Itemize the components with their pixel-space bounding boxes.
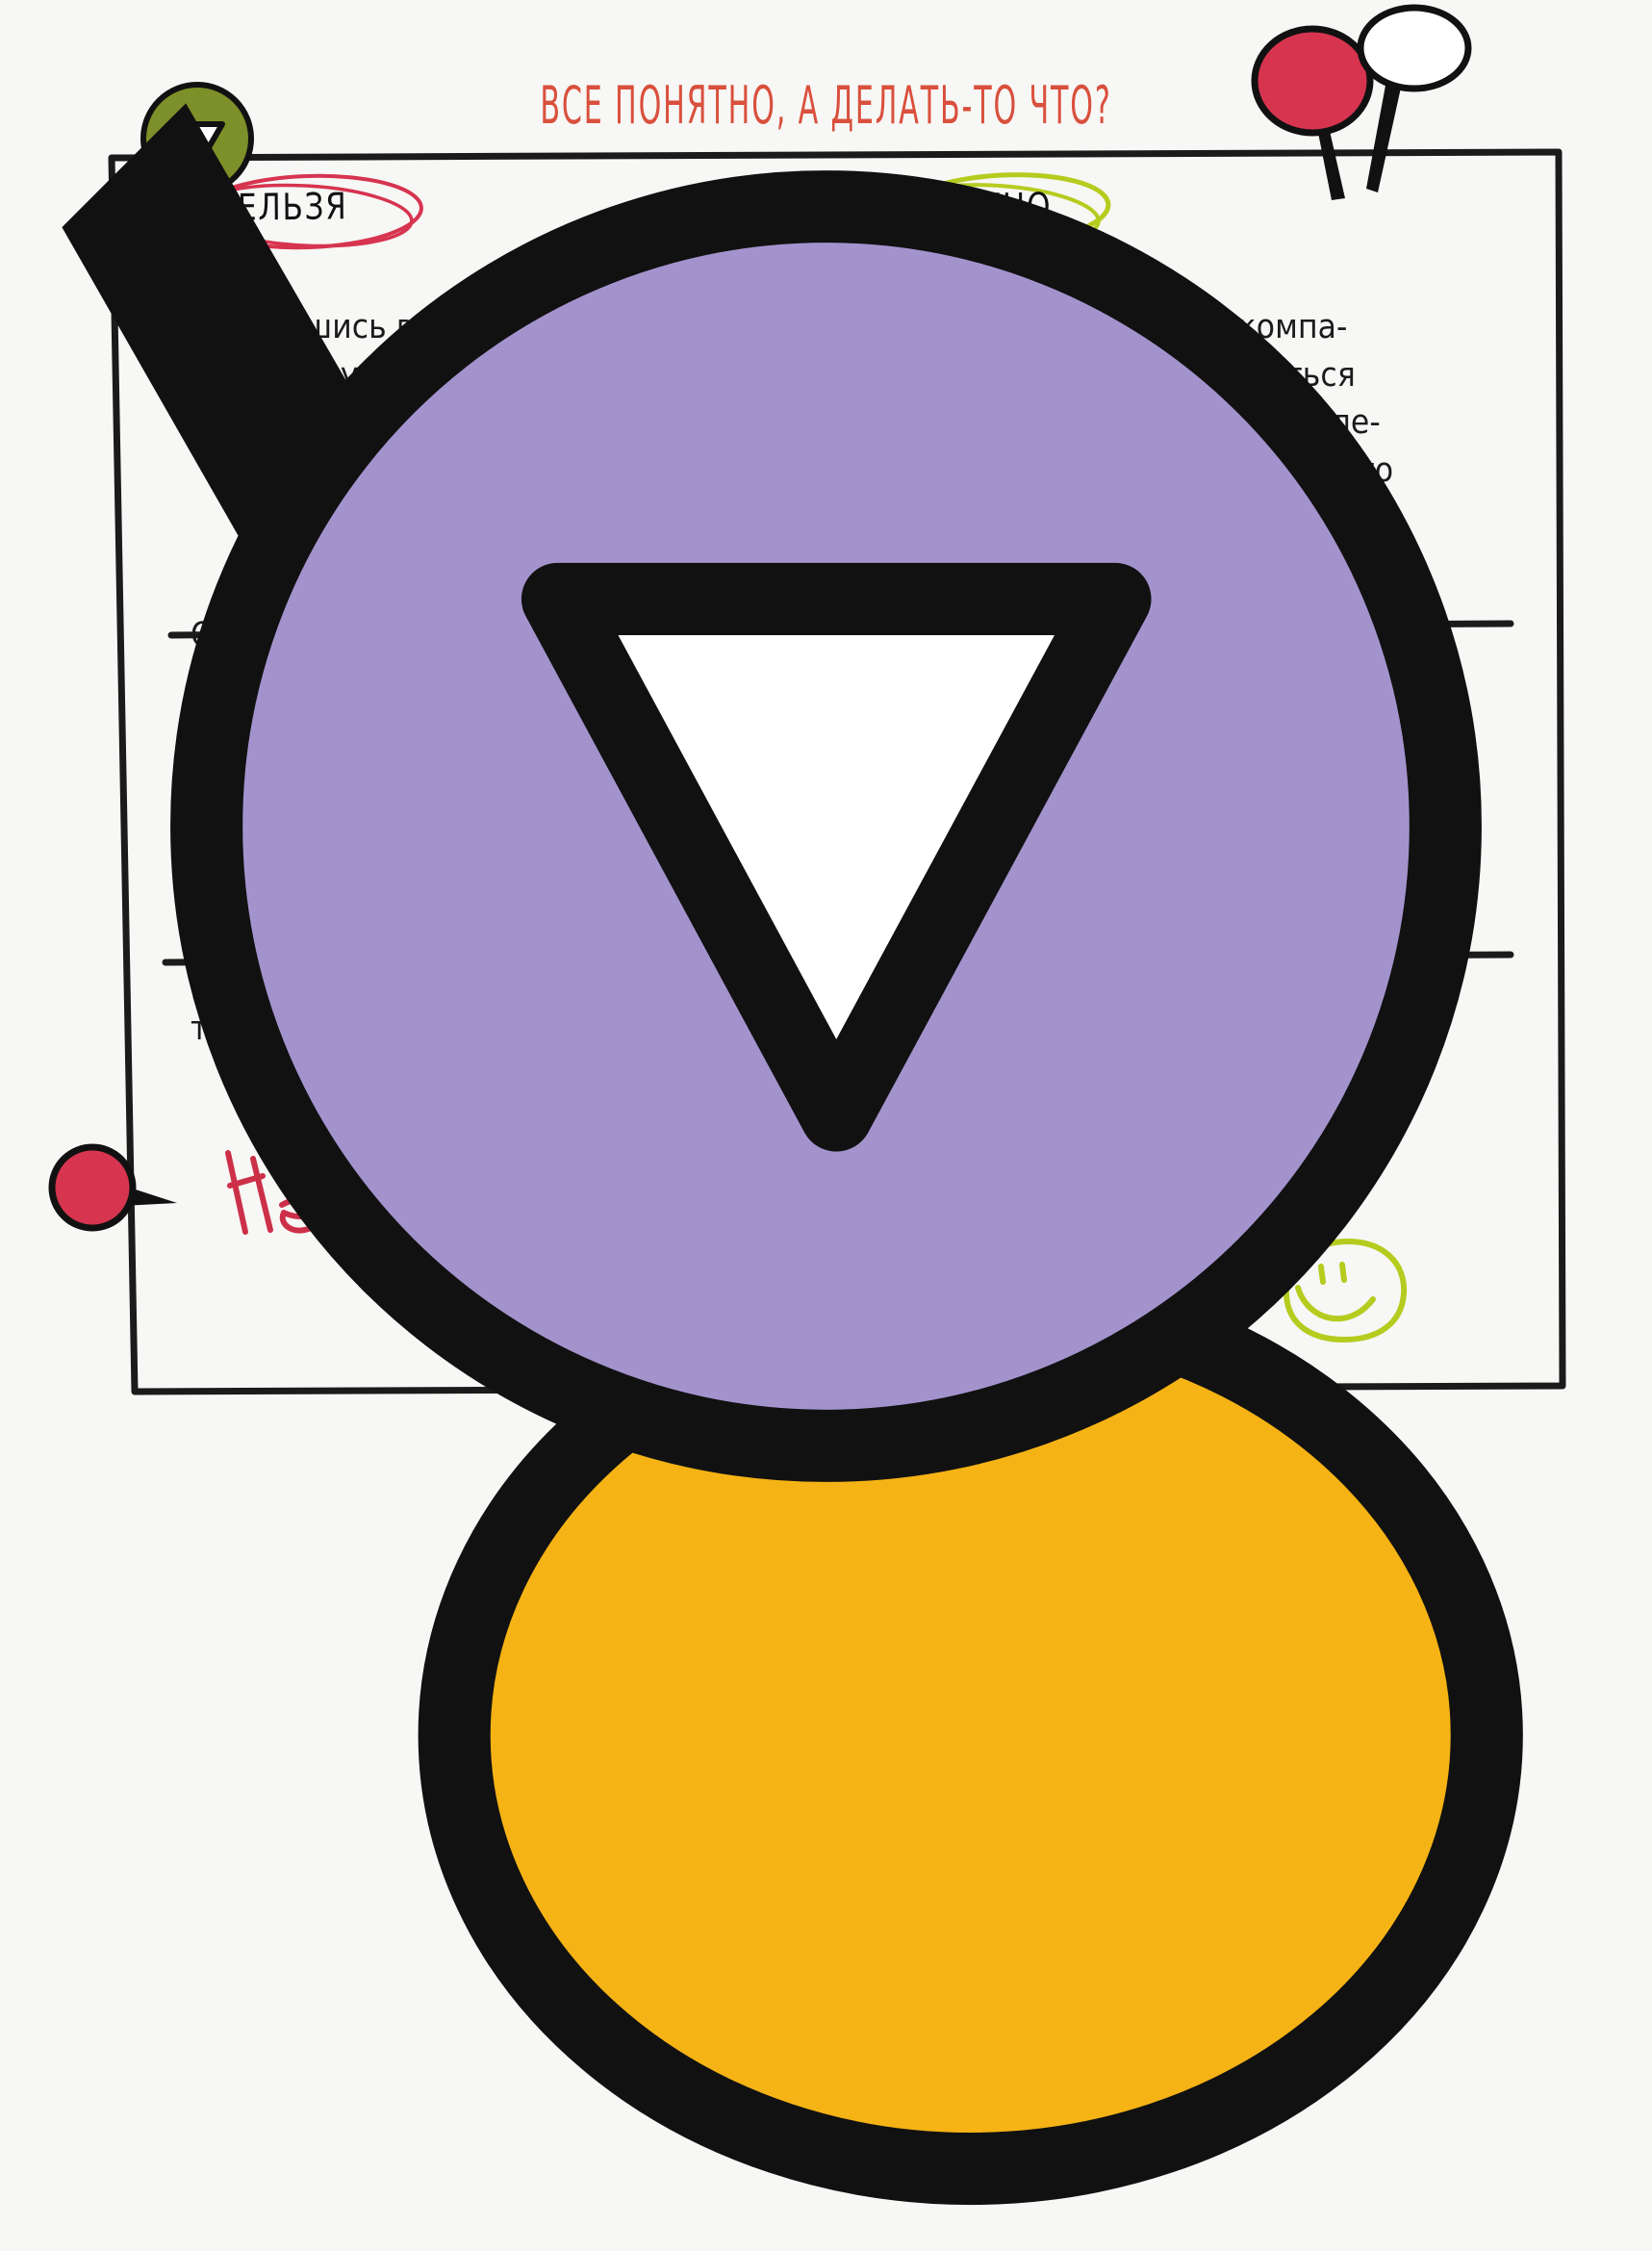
pin-red-top <box>1251 25 1374 200</box>
pin-white-top <box>1357 4 1472 192</box>
pin-purple-triangle <box>170 170 1482 1482</box>
page-title: ВСЕ ПОНЯТНО, А ДЕЛАТЬ-ТО ЧТО? <box>540 75 1112 136</box>
pin-crimson-left <box>48 1143 177 1232</box>
infographic-page: ВСЕ ПОНЯТНО, А ДЕЛАТЬ-ТО ЧТО? НЕЛЬЗЯ Ока… <box>48 4 1566 2206</box>
